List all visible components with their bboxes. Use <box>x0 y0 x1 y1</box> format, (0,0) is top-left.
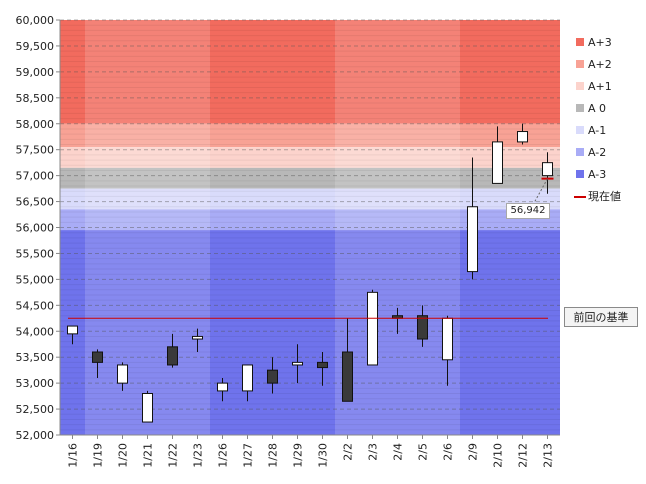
candle-body-1/30 <box>317 361 328 369</box>
candles <box>67 123 553 423</box>
x-tick-label: 1/16 <box>67 443 80 468</box>
y-tick-label: 54,500 <box>16 299 55 312</box>
candle-body-2/2 <box>342 351 353 402</box>
y-tick-label: 55,500 <box>16 247 55 260</box>
legend-swatch <box>576 170 584 178</box>
legend-label: A-1 <box>588 124 607 137</box>
candle-body-2/5 <box>417 315 428 340</box>
y-tick-label: 53,000 <box>16 377 55 390</box>
candle-body-1/21 <box>142 393 153 423</box>
x-tick-label: 1/21 <box>142 443 155 468</box>
y-tick-label: 58,500 <box>16 92 55 105</box>
week-shade-3 <box>335 20 460 435</box>
legend-label: A-2 <box>588 146 607 159</box>
y-tick-label: 54,000 <box>16 325 55 338</box>
candle-body-2/10 <box>492 141 503 184</box>
y-tick-label: 55,000 <box>16 273 55 286</box>
legend-swatch <box>576 82 584 90</box>
x-tick-label: 1/28 <box>267 443 280 468</box>
band-0 <box>60 20 560 124</box>
x-tick-label: 1/27 <box>242 443 255 468</box>
y-tick-label: 52,000 <box>16 429 55 442</box>
band-5 <box>60 209 560 231</box>
band-3 <box>60 167 560 189</box>
x-tick-label: 2/13 <box>542 443 555 468</box>
candle-body-1/26 <box>217 382 228 392</box>
x-tick-label: 2/6 <box>442 443 455 461</box>
previous-reference-label: 前回の基準 <box>564 307 638 327</box>
x-tick-label: 1/29 <box>292 443 305 468</box>
legend-swatch <box>576 104 584 112</box>
week-shade-1 <box>85 20 210 435</box>
x-tick-label: 2/10 <box>492 443 505 468</box>
y-tick-label: 59,000 <box>16 66 55 79</box>
legend-label: A 0 <box>588 102 607 115</box>
y-tick-label: 52,500 <box>16 403 55 416</box>
y-tick-label: 59,500 <box>16 40 55 53</box>
x-tick-label: 1/20 <box>117 443 130 468</box>
legend-swatch <box>576 38 584 46</box>
candle-body-1/16 <box>67 325 78 335</box>
legend-line-swatch <box>574 196 586 198</box>
y-tick-label: 60,000 <box>16 14 55 27</box>
legend-label: 現在値 <box>588 190 621 203</box>
x-tick-label: 2/12 <box>517 443 530 468</box>
band-4 <box>60 188 560 210</box>
x-tick-label: 2/2 <box>342 443 355 461</box>
legend-swatch <box>576 148 584 156</box>
x-tick-label: 1/23 <box>192 443 205 468</box>
y-tick-label: 57,500 <box>16 144 55 157</box>
candle-body-2/6 <box>442 317 453 361</box>
x-tick-label: 1/30 <box>317 443 330 468</box>
band-1 <box>60 123 560 148</box>
candle-body-1/22 <box>167 346 178 366</box>
callout-leader <box>533 178 548 204</box>
x-tick-label: 1/22 <box>167 443 180 468</box>
candle-body-1/28 <box>267 369 278 384</box>
candle-body-2/12 <box>517 131 528 143</box>
reference-lines <box>68 177 554 319</box>
candle-body-2/3 <box>367 291 378 366</box>
candle-body-1/23 <box>192 335 203 340</box>
candle-body-1/20 <box>117 364 128 384</box>
axes: 52,000 52,500 53,000 53,500 54,000 54,500 55,0… <box>16 14 560 468</box>
legend-label: A+3 <box>588 36 612 49</box>
legend-swatch <box>576 60 584 68</box>
candle-body-1/19 <box>92 351 103 363</box>
y-tick-label: 57,000 <box>16 170 55 183</box>
legend-label: A+1 <box>588 80 612 93</box>
x-tick-label: 1/19 <box>92 443 105 468</box>
current-value-callout: 56,942 <box>506 203 550 219</box>
x-tick-label: 2/4 <box>392 443 405 461</box>
legend-swatch <box>576 126 584 134</box>
y-tick-label: 56,000 <box>16 222 55 235</box>
candle-body-1/27 <box>242 364 253 392</box>
x-tick-label: 1/26 <box>217 443 230 468</box>
band-2 <box>60 147 560 168</box>
legend-label: A+2 <box>588 58 612 71</box>
candle-body-1/29 <box>292 361 303 366</box>
candle-body-2/13 <box>542 162 553 177</box>
x-tick-label: 2/3 <box>367 443 380 461</box>
y-tick-label: 58,000 <box>16 118 55 131</box>
candle-body-2/9 <box>467 206 478 273</box>
legend-label: A-3 <box>588 168 607 181</box>
x-tick-label: 2/5 <box>417 443 430 461</box>
x-tick-label: 2/9 <box>467 443 480 461</box>
y-tick-label: 56,500 <box>16 196 55 209</box>
y-tick-label: 53,500 <box>16 351 55 364</box>
